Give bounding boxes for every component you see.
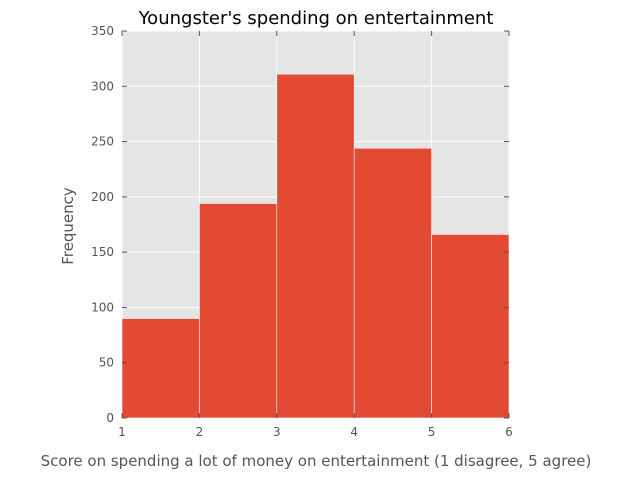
y-tick-label-350: 350 bbox=[91, 24, 114, 38]
x-tick-label-1: 1 bbox=[118, 425, 126, 439]
histogram-bar-5 bbox=[431, 234, 510, 419]
y-tick-label-150: 150 bbox=[91, 245, 114, 259]
chart-title: Youngster's spending on entertainment bbox=[138, 8, 494, 29]
x-tick-label-6: 6 bbox=[505, 425, 513, 439]
histogram-bar-3 bbox=[276, 73, 355, 419]
histogram-bar-4 bbox=[353, 147, 432, 419]
x-tick-label-3: 3 bbox=[273, 425, 281, 439]
x-tick-label-5: 5 bbox=[428, 425, 436, 439]
y-axis-label: Frequency bbox=[59, 187, 77, 265]
x-tick-label-4: 4 bbox=[350, 425, 358, 439]
histogram-bar-1 bbox=[121, 318, 200, 419]
x-axis-label: Score on spending a lot of money on ente… bbox=[41, 452, 592, 470]
axis-ticks: 1 2 3 4 5 6 0 50 100 150 200 250 300 350 bbox=[91, 24, 513, 439]
y-tick-label-250: 250 bbox=[91, 135, 114, 149]
y-tick-label-200: 200 bbox=[91, 190, 114, 204]
histogram-bars bbox=[121, 73, 510, 419]
y-tick-label-300: 300 bbox=[91, 79, 114, 93]
y-tick-label-50: 50 bbox=[99, 356, 114, 370]
y-tick-label-100: 100 bbox=[91, 300, 114, 314]
histogram-bar-2 bbox=[199, 203, 278, 419]
x-tick-label-2: 2 bbox=[196, 425, 204, 439]
y-tick-label-0: 0 bbox=[106, 411, 114, 425]
